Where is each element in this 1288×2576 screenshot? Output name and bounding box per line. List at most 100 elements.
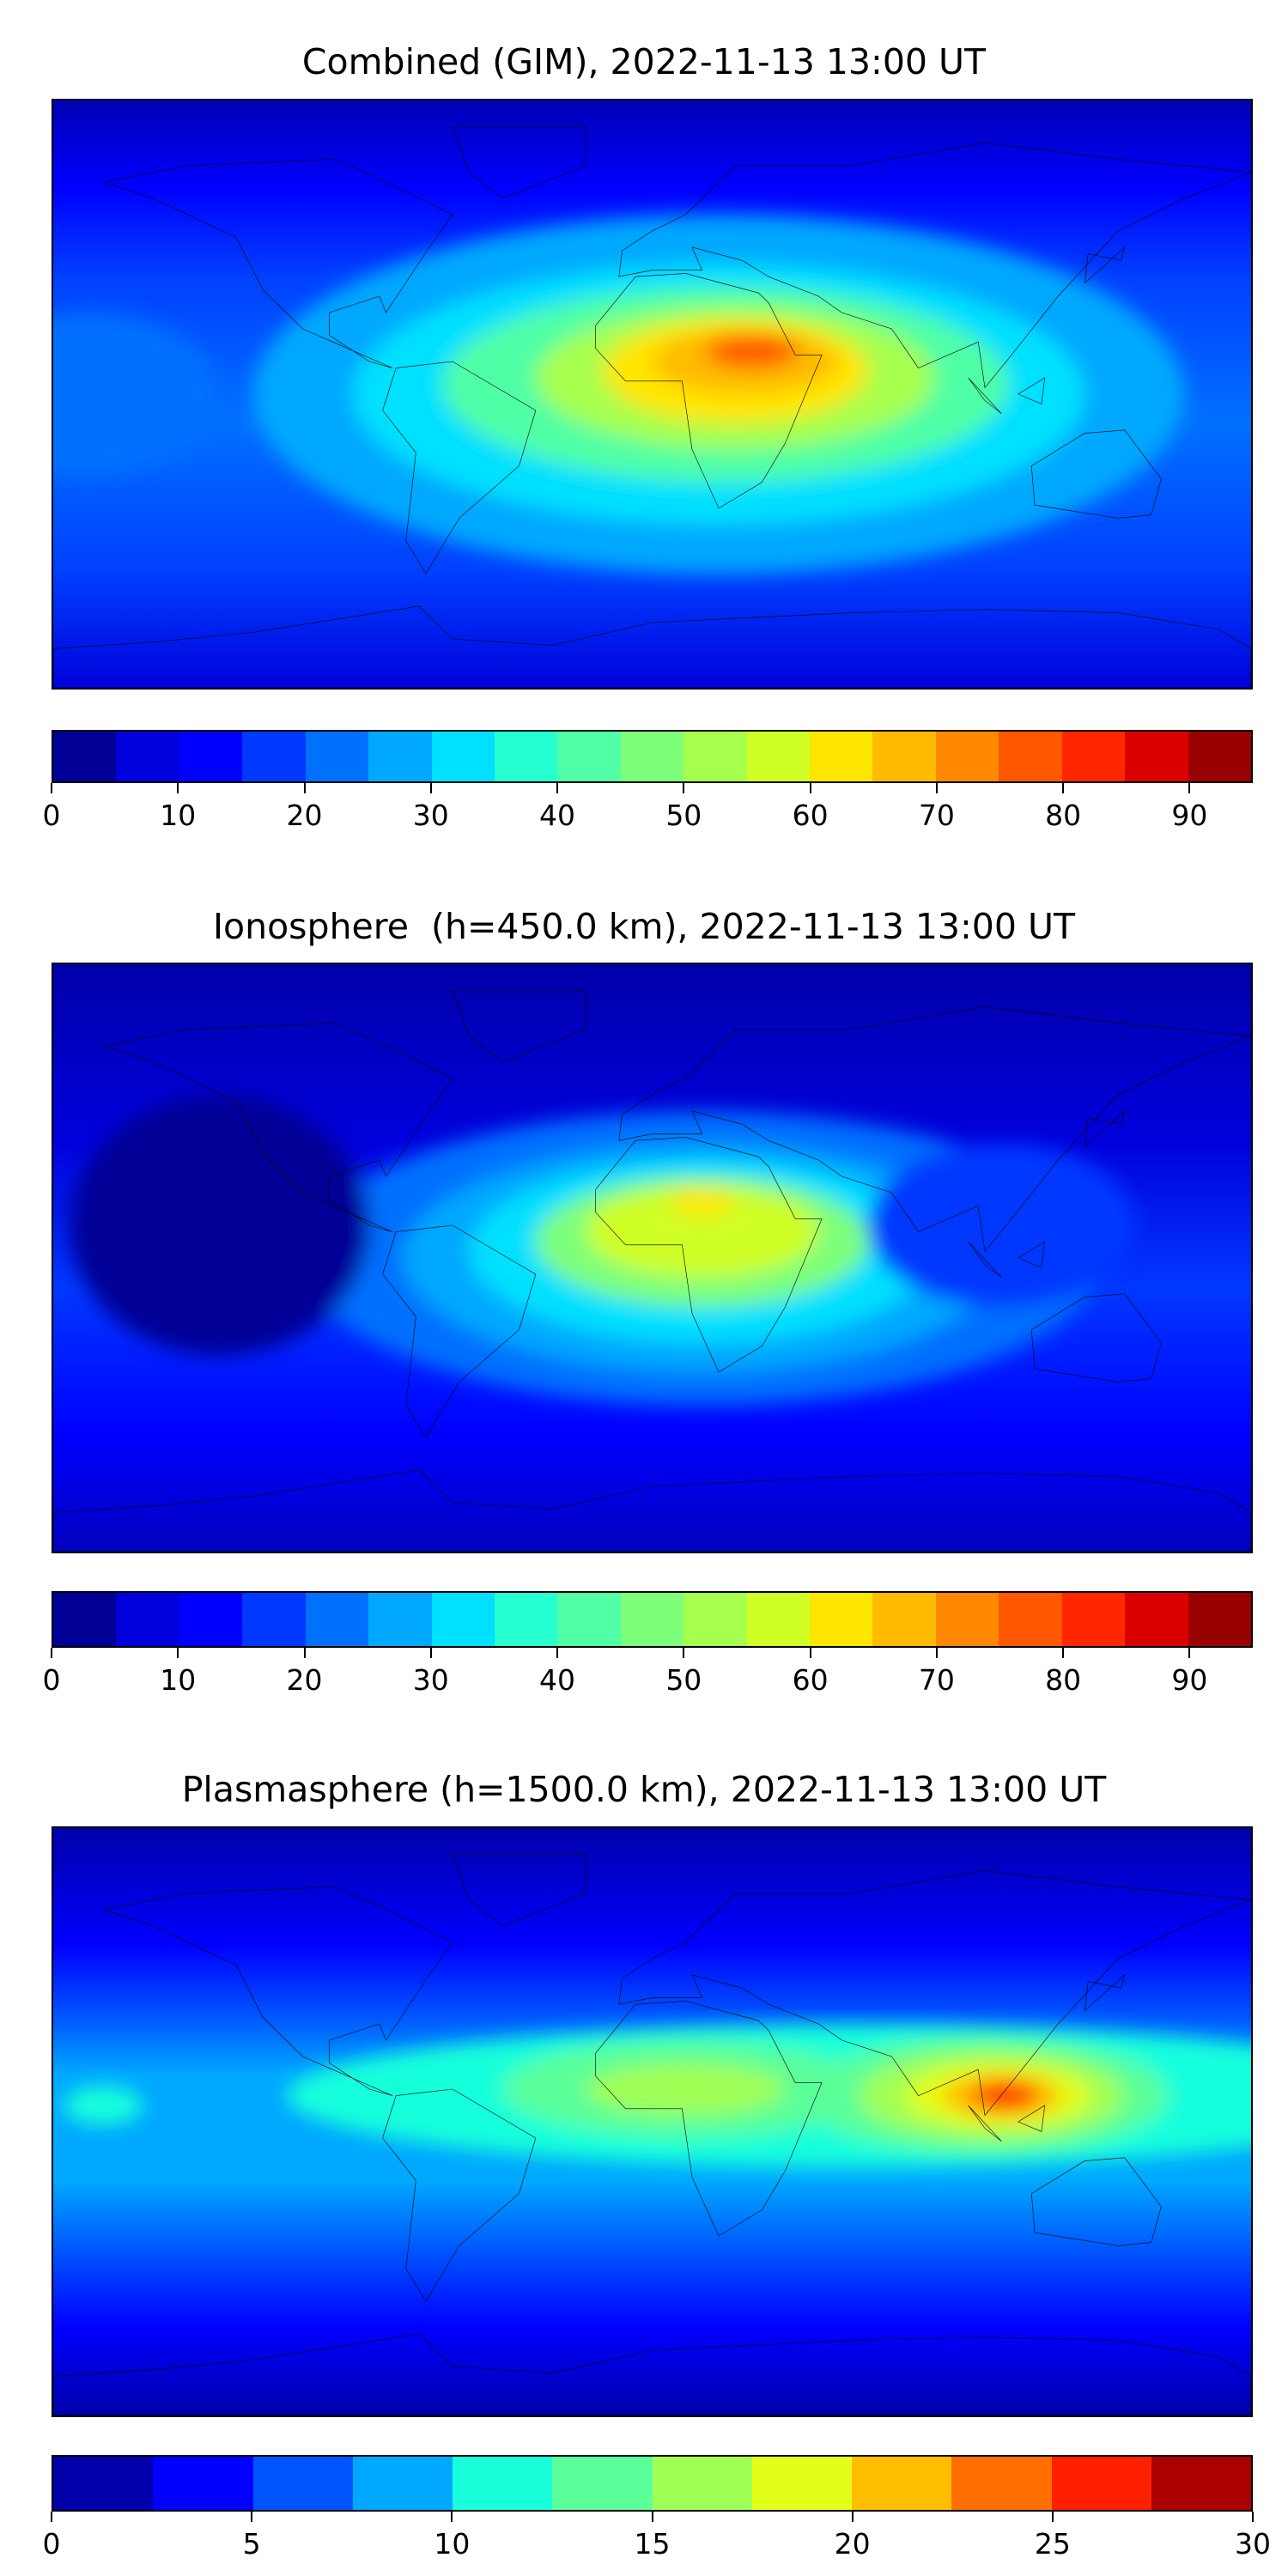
colorbar-tick [851, 2512, 854, 2522]
colorbar-tick-label: 80 [1045, 1663, 1082, 1697]
colorbar-tick [51, 1648, 52, 1658]
coastline [619, 1870, 1251, 2115]
colorbar-tick [177, 1648, 179, 1658]
colorbar-tick-label: 70 [918, 1663, 955, 1697]
colorbar-tick-label: 20 [286, 799, 323, 832]
coastline [1018, 2105, 1045, 2131]
colorbar-segment [683, 1593, 747, 1646]
colorbar-segment [352, 2457, 453, 2510]
coastline [1031, 430, 1161, 519]
colorbar-tick [177, 783, 179, 793]
colorbar-segment [935, 1593, 999, 1646]
colorbar-tick-label: 10 [434, 2527, 471, 2561]
colorbar-tick-label: 70 [918, 799, 955, 832]
colorbar-segment [1188, 1593, 1252, 1646]
colorbar-tick [1252, 2512, 1254, 2522]
coastline [969, 2105, 1002, 2142]
colorbar-tick [556, 1648, 559, 1658]
colorbar-segment [620, 1593, 684, 1646]
coastline [53, 606, 1251, 688]
coastline [969, 378, 1002, 414]
panel-title-plasmasphere: Plasmasphere (h=1500.0 km), 2022-11-13 1… [181, 1769, 1107, 1810]
colorbar-tick [451, 2512, 453, 2522]
colorbar-segment [116, 732, 179, 781]
colorbar-segment [179, 732, 243, 781]
colorbar-segment [305, 732, 369, 781]
colorbar-segment [368, 1593, 432, 1646]
coastline [1018, 1242, 1045, 1267]
colorbar-segment [951, 2457, 1052, 2510]
coastline [53, 2334, 1251, 2415]
coastline [1084, 247, 1125, 283]
colorbar-tick-label: 90 [1171, 1663, 1208, 1697]
colorbar-tick [1051, 2512, 1054, 2522]
colorbar-segment [431, 732, 495, 781]
colorbar-segment [652, 2457, 752, 2510]
colorbar-ticks-combined: 0 10 20 30 40 50 60 70 80 90 [43, 783, 1253, 843]
colorbar-segment [872, 732, 936, 781]
coastline [1031, 1294, 1161, 1382]
colorbar-tick [683, 1648, 685, 1658]
contour-region [70, 1095, 370, 1356]
colorbar-segment [620, 732, 684, 781]
colorbar-segment [53, 1593, 117, 1646]
colorbar-tick [51, 2512, 52, 2522]
colorbar-segment [999, 1593, 1062, 1646]
coastline [103, 159, 453, 368]
coastline [453, 990, 586, 1062]
colorbar-tick [1062, 783, 1065, 793]
colorbar-segment [683, 732, 747, 781]
colorbar-tick [809, 1648, 811, 1658]
colorbar-segment [557, 732, 621, 781]
coastline [103, 1886, 453, 2095]
colorbar-tick-label: 25 [1034, 2527, 1071, 2561]
colorbar-segment [431, 1593, 495, 1646]
colorbar-segment [1051, 2457, 1151, 2510]
colorbar-segment [1188, 732, 1252, 781]
colorbar-tick [809, 783, 811, 793]
coastline [383, 361, 536, 574]
colorbar-tick [935, 783, 938, 793]
colorbar-tick [556, 783, 559, 793]
coastline [53, 1470, 1251, 1552]
colorbar-segment [494, 732, 558, 781]
coastline [383, 1225, 536, 1437]
coastline [103, 1023, 453, 1231]
colorbar-tick-label: 20 [834, 2527, 871, 2561]
colorbar-segment [999, 732, 1062, 781]
colorbar-tick-label: 30 [412, 799, 449, 832]
colorbar-segment [552, 2457, 653, 2510]
coastline [969, 1242, 1002, 1278]
colorbar-tick-label: 10 [160, 1663, 197, 1697]
contour-region [63, 2086, 143, 2125]
colorbar-tick-label: 10 [160, 799, 197, 832]
colorbar-tick [251, 2512, 253, 2522]
coastline [383, 2089, 536, 2301]
colorbar-segment [746, 1593, 811, 1646]
colorbar-tick-label: 40 [539, 799, 576, 832]
colorbar-tick [429, 783, 432, 793]
colorbar-segment [746, 732, 811, 781]
coastline [596, 2001, 823, 2236]
colorbar-segment [1061, 1593, 1126, 1646]
colorbar-segment [1125, 1593, 1188, 1646]
colorbar-tick-label: 60 [792, 799, 829, 832]
colorbar-segment [557, 1593, 621, 1646]
colorbar-tick-label: 30 [1235, 2527, 1271, 2561]
contour-region [868, 1144, 1135, 1307]
colorbar-segment [1151, 2457, 1251, 2510]
colorbar-tick-label: 30 [412, 1663, 449, 1697]
colorbar-segment [116, 1593, 179, 1646]
map-ionosphere [52, 963, 1253, 1553]
colorbar-tick [51, 783, 52, 793]
colorbar-segment [494, 1593, 558, 1646]
colorbar-tick [683, 783, 685, 793]
colorbar-segment [1125, 732, 1188, 781]
coastline [596, 1137, 823, 1372]
map-combined [52, 99, 1253, 690]
coastline [619, 1006, 1251, 1251]
colorbar-segment [153, 2457, 253, 2510]
colorbar-segment [305, 1593, 369, 1646]
colorbar-tick-label: 50 [665, 1663, 702, 1697]
colorbar-tick-label: 0 [42, 1663, 61, 1697]
